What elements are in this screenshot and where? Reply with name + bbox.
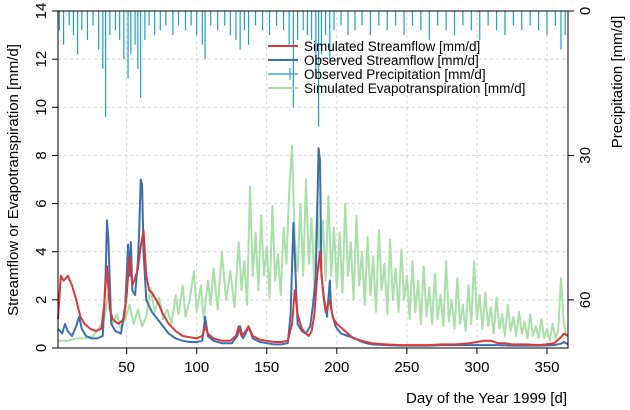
- y2-tick-label: 60: [577, 292, 594, 309]
- y-tick-label: 12: [33, 51, 50, 68]
- y2-axis-label: Precipitation [mm/d]: [609, 16, 626, 149]
- x-tick-label: 250: [394, 359, 419, 376]
- x-tick-label: 300: [464, 359, 489, 376]
- x-tick-label: 350: [534, 359, 559, 376]
- axes: 50 100 150 200 250 300 350 0 2 4 6 8 10 12 14 0 30 60: [33, 3, 594, 376]
- y-axis-label: Streamflow or Evapotranspiration [mm/d]: [5, 44, 22, 316]
- y-tick-label: 0: [33, 344, 50, 352]
- y-tick-label: 14: [33, 3, 50, 20]
- legend: Simulated Streamflow [mm/d] Observed Str…: [268, 39, 525, 96]
- x-tick-label: 150: [254, 359, 279, 376]
- series-line-simulated-streamflow: [57, 229, 569, 347]
- legend-label-simulated-streamflow: Simulated Streamflow [mm/d]: [304, 39, 480, 54]
- legend-label-observed-precipitation: Observed Precipitation [mm/d]: [304, 67, 486, 82]
- y2-tick-label: 0: [577, 7, 594, 15]
- y-tick-label: 2: [33, 296, 50, 304]
- series-line-simulated-et: [58, 144, 568, 342]
- plot-area: [57, 11, 569, 347]
- y2-tick-label: 30: [577, 147, 594, 164]
- y-tick-label: 6: [33, 199, 50, 207]
- y-tick-label: 8: [33, 151, 50, 159]
- x-tick-label: 50: [118, 359, 135, 376]
- x-tick-label: 200: [324, 359, 349, 376]
- y-tick-label: 10: [33, 99, 50, 116]
- y-tick-label: 4: [33, 248, 50, 256]
- x-tick-label: 100: [184, 359, 209, 376]
- legend-label-observed-streamflow: Observed Streamflow [mm/d]: [304, 53, 479, 68]
- x-axis-label: Day of the Year 1999 [d]: [406, 390, 567, 407]
- legend-label-simulated-et: Simulated Evapotranspiration [mm/d]: [304, 81, 525, 96]
- plot-frame: [57, 10, 569, 349]
